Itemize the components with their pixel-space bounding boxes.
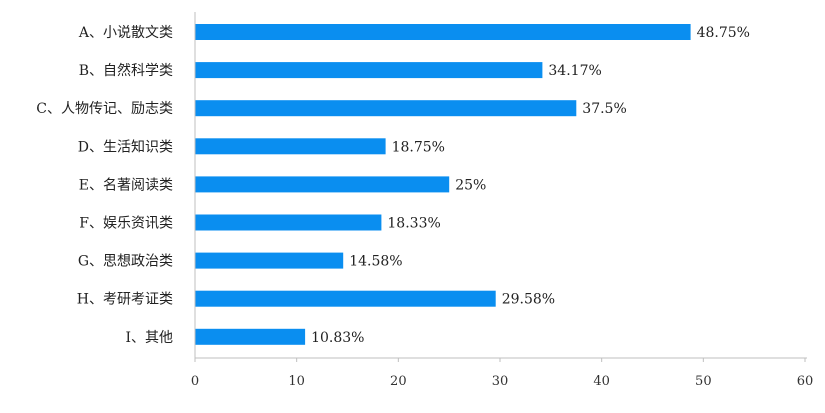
x-tick-label: 40 bbox=[593, 374, 610, 389]
category-label: B、自然科学类 bbox=[79, 62, 173, 79]
bar bbox=[195, 24, 691, 40]
bar bbox=[195, 138, 386, 155]
labels-group: A、小说散文类 48.75% B、自然科学类 34.17% C、人物传记、励志类 37.5… bbox=[36, 25, 750, 346]
data-label: 10.83% bbox=[311, 330, 364, 346]
data-label: 18.75% bbox=[392, 139, 445, 155]
category-label: A、小说散文类 bbox=[78, 25, 173, 41]
x-tick-label: 50 bbox=[695, 374, 712, 389]
bar bbox=[195, 176, 450, 193]
category-label: I、其他 bbox=[125, 330, 173, 346]
category-label: E、名著阅读类 bbox=[79, 176, 173, 193]
category-label: F、娱乐资讯类 bbox=[79, 216, 173, 232]
category-label: C、人物传记、励志类 bbox=[36, 101, 173, 117]
bar bbox=[195, 100, 577, 117]
category-label: D、生活知识类 bbox=[78, 138, 173, 155]
x-tick-label: 10 bbox=[288, 374, 305, 389]
x-tick-label: 60 bbox=[797, 374, 814, 389]
category-label: H、考研考证类 bbox=[77, 292, 173, 308]
bar bbox=[195, 328, 306, 345]
data-label: 48.75% bbox=[697, 25, 750, 41]
bar bbox=[195, 252, 344, 269]
x-tick-label: 20 bbox=[390, 374, 407, 389]
axes-group: 0 10 20 30 40 50 60 bbox=[191, 12, 813, 389]
bar bbox=[195, 290, 496, 307]
data-label: 14.58% bbox=[349, 254, 402, 270]
data-label: 37.5% bbox=[582, 101, 626, 117]
x-tick-label: 0 bbox=[191, 374, 199, 389]
bar bbox=[195, 214, 382, 231]
bar bbox=[195, 62, 543, 79]
data-label: 34.17% bbox=[548, 63, 601, 79]
data-label: 25% bbox=[455, 177, 486, 193]
x-tick-label: 30 bbox=[492, 374, 509, 389]
category-label: G、思想政治类 bbox=[78, 254, 173, 270]
data-label: 29.58% bbox=[502, 292, 555, 308]
bars-group bbox=[195, 24, 691, 345]
data-label: 18.33% bbox=[387, 216, 440, 232]
